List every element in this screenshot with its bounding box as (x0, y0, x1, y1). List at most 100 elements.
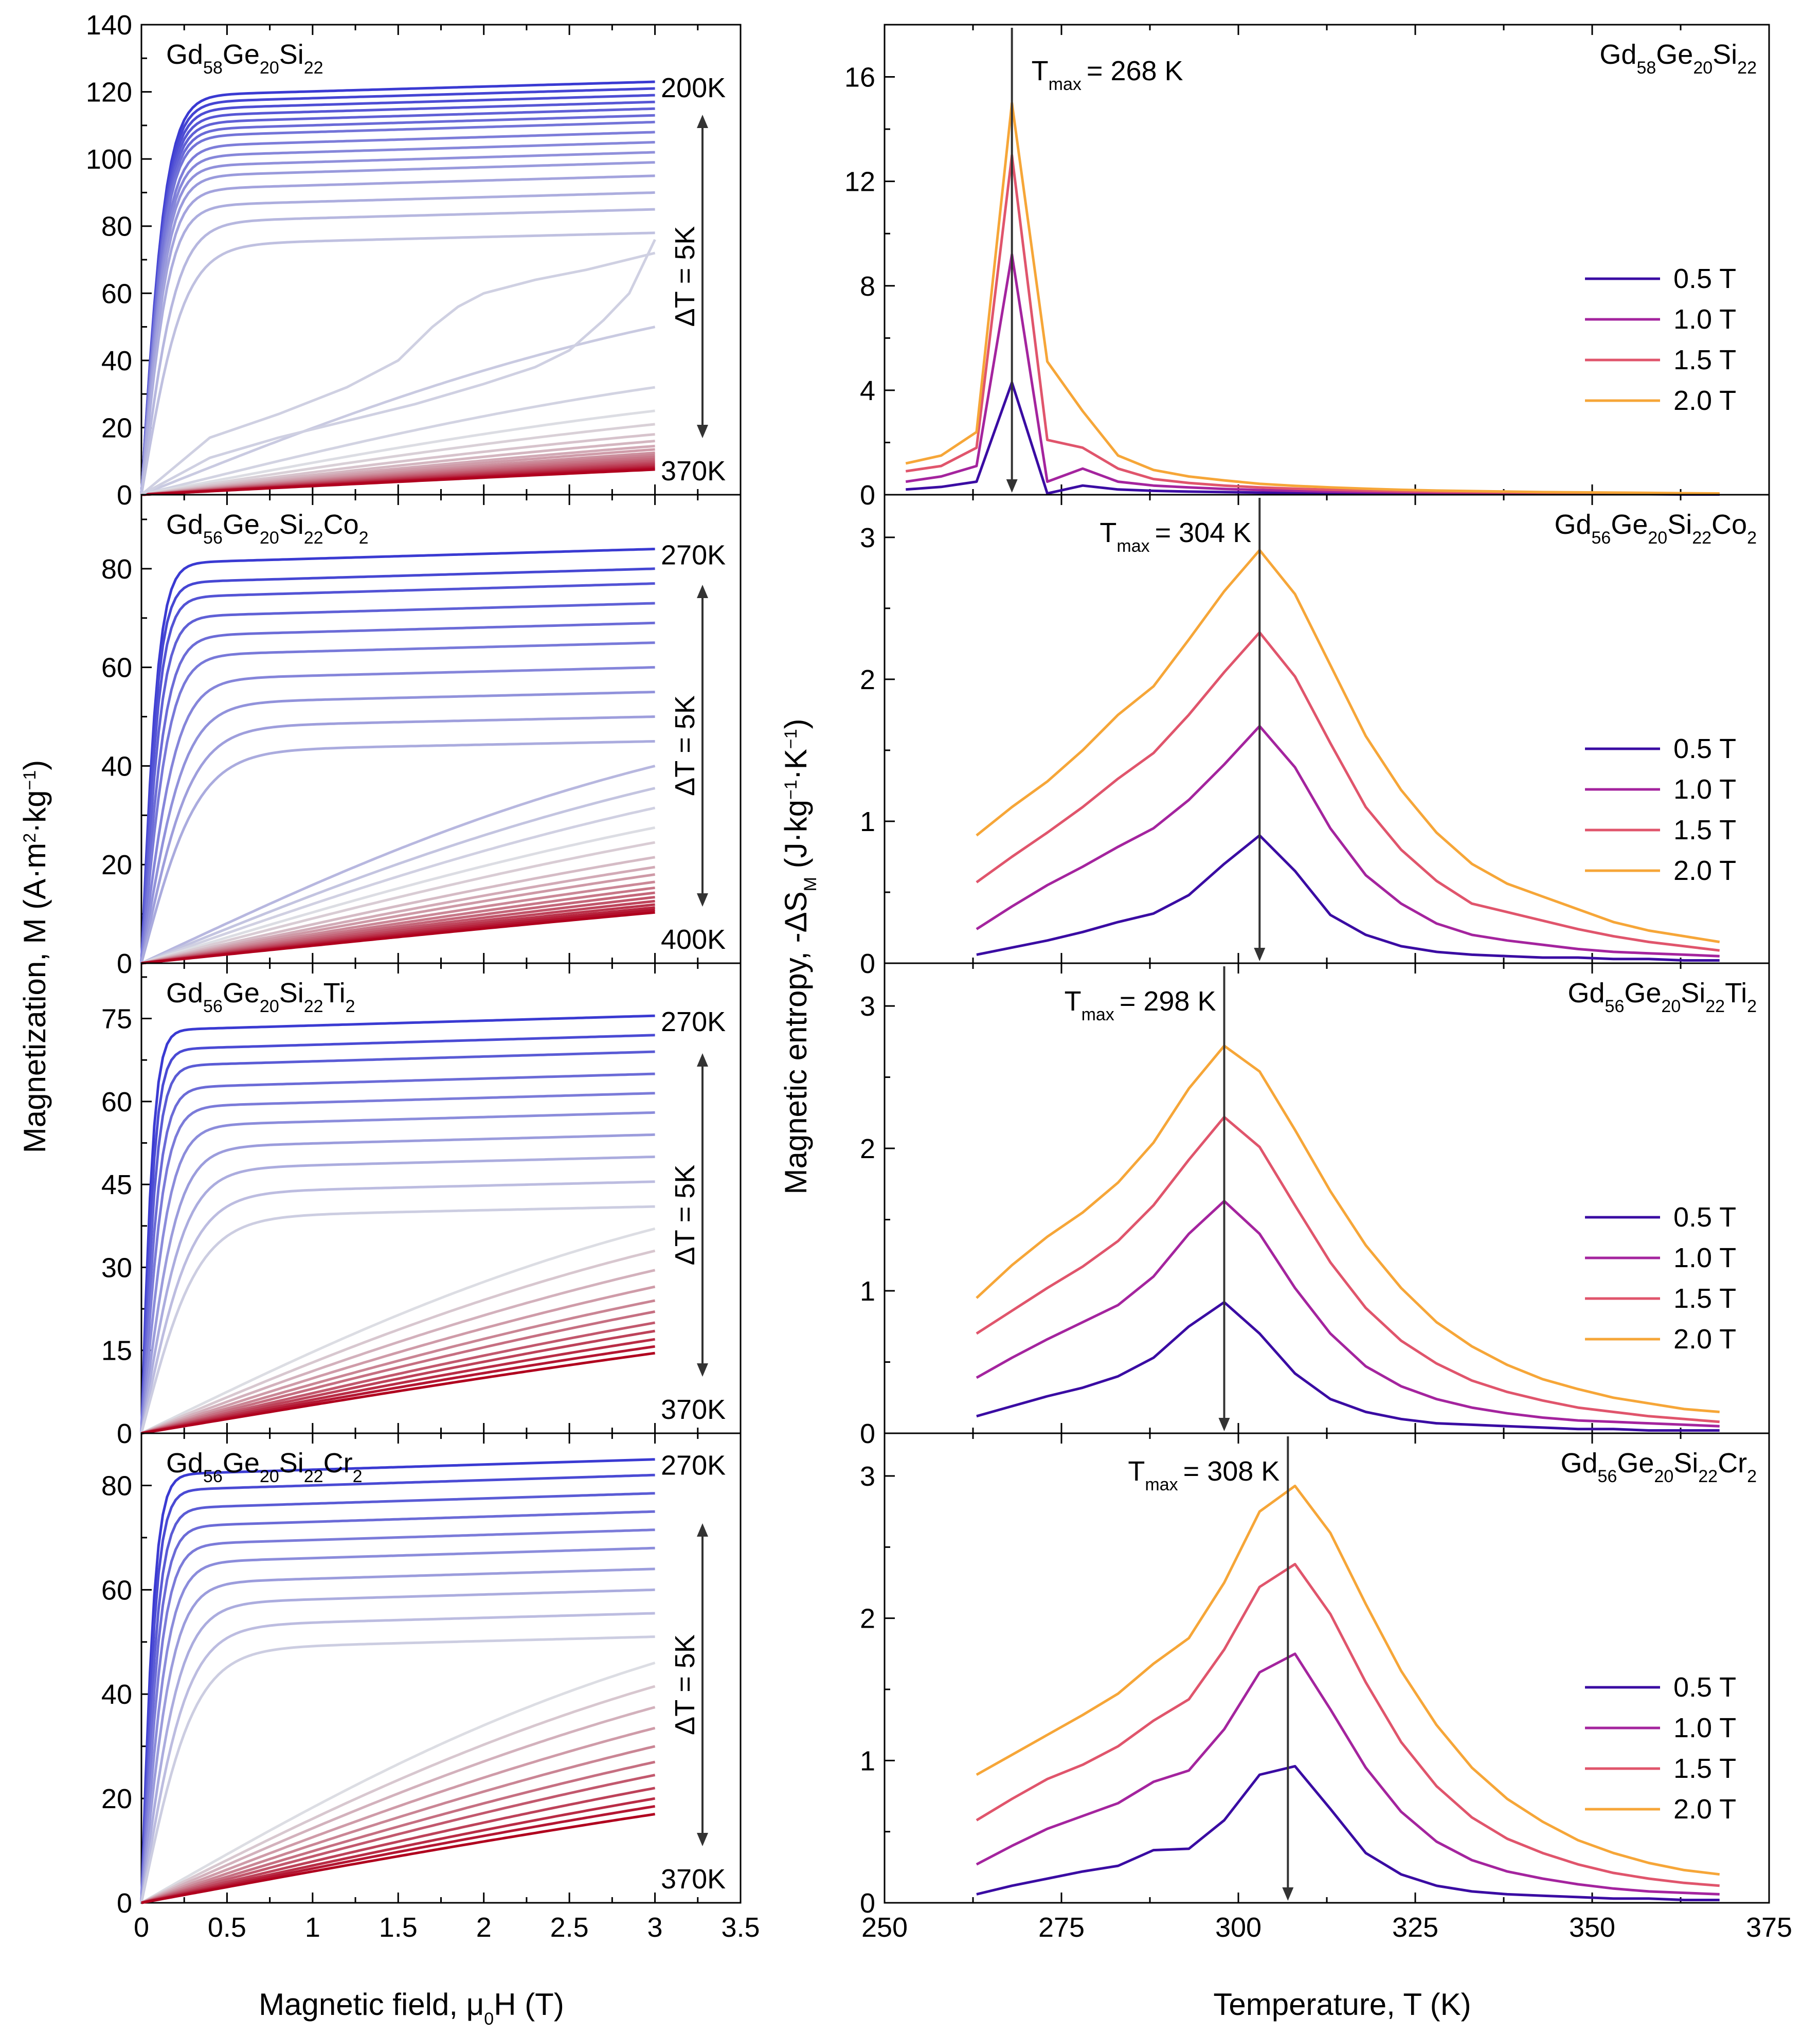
magnetization-curve (140, 1612, 655, 1903)
temp-start-label: 270K (661, 1006, 726, 1037)
temp-start-label: 200K (661, 73, 726, 103)
tmax-arrow (1254, 498, 1266, 961)
left-y-tick-label: 40 (101, 1679, 132, 1710)
delta-t-arrow (697, 1523, 708, 1846)
magnetization-curve (140, 151, 655, 495)
magnetization-curve (140, 1014, 655, 1434)
magnetization-curve (140, 161, 655, 495)
magnetization-curve (141, 1299, 656, 1435)
magnetization-curve (141, 866, 655, 965)
left-x-tick-label: 0.5 (208, 1912, 246, 1943)
tmax-arrow (1282, 1436, 1294, 1901)
magnetization-curve (140, 1685, 656, 1904)
left-x-axis-label: Magnetic field, μ0H (T) (259, 1987, 564, 2029)
delta-t-label: ΔT = 5K (670, 1634, 700, 1735)
magnetization-curve (141, 1321, 656, 1435)
left-y-tick-label: 80 (101, 1470, 132, 1501)
series-line-20T (905, 101, 1720, 495)
legend-entry: 1.0 T (1673, 1242, 1736, 1273)
left-y-tick-label: 20 (101, 412, 132, 443)
magnetization-curve (141, 873, 655, 965)
magnetization-curve (141, 1310, 656, 1435)
left-y-tick-label: 45 (101, 1169, 132, 1200)
magnetization-curve (141, 806, 656, 965)
right-panel-frame-3 (884, 1432, 1770, 1904)
tmax-label: Tmax = 268 K (1032, 56, 1183, 94)
right-y-tick-label: 2 (860, 1133, 875, 1164)
magnetization-panel-3: 0 15 30 45 60 75 Gd56Ge20Si22Ti2 270K 370K ΔT = 5… (101, 962, 742, 1449)
left-x-tick-label: 3.5 (721, 1912, 760, 1943)
left-y-tick-label: 0 (117, 1418, 132, 1449)
left-y-tick-label: 20 (101, 1783, 132, 1814)
legend-entry: 2.0 T (1673, 1324, 1736, 1355)
left-magnetization-panels: 020406080100120140Gd58Ge20Si22200K370KΔT… (86, 10, 760, 1943)
left-y-tick-label: 60 (101, 1087, 132, 1118)
magnetization-curves (140, 1014, 656, 1435)
left-y-tick-label: 120 (86, 77, 132, 108)
delta-t-arrow (697, 585, 708, 907)
magnetization-curve (140, 1072, 655, 1434)
magnetization-curve (141, 826, 656, 965)
series-line-10T (976, 1652, 1720, 1896)
right-y-tick-label: 16 (844, 62, 875, 93)
entropy-series (976, 1484, 1720, 1901)
series-line-05T (976, 1764, 1720, 1901)
right-y-tick-label: 0 (860, 1418, 875, 1449)
magnetization-panel-4: 0 0.5 1 1.5 2 2.5 3 3.5 0 20 40 60 80 Gd56Ge20Si22Cr2… (101, 1432, 760, 1943)
left-y-tick-label: 20 (101, 850, 132, 880)
magnetization-curve (140, 1492, 655, 1903)
right-y-tick-label: 1 (860, 806, 875, 837)
right-x-tick-label: 300 (1215, 1912, 1262, 1943)
right-y-tick-label: 0 (860, 480, 875, 511)
left-y-tick-label: 60 (101, 1575, 132, 1606)
right-panel-frame-1 (884, 494, 1770, 964)
left-y-tick-label: 30 (101, 1252, 132, 1283)
magnetization-curve (141, 409, 655, 496)
tmax-label: Tmax = 308 K (1128, 1456, 1280, 1494)
left-y-tick-label: 80 (101, 211, 132, 242)
magnetization-curve (140, 691, 655, 964)
left-panel-title: Gd56Ge20Si22Co2 (166, 509, 369, 548)
tmax-label: Tmax = 298 K (1065, 986, 1216, 1024)
legend-entry: 2.0 T (1673, 1794, 1736, 1825)
magnetization-curve (140, 764, 656, 965)
legend: 0.5 T 1.0 T 1.5 T 2.0 T (1585, 263, 1736, 416)
magnetization-curve (140, 1706, 656, 1904)
magnetization-curve (141, 1249, 656, 1435)
magnetization-curve (141, 841, 656, 965)
legend-entry: 0.5 T (1673, 733, 1736, 764)
temp-end-label: 370K (661, 456, 726, 487)
magnetization-curves (140, 548, 656, 965)
left-x-tick-label: 1.5 (379, 1912, 418, 1943)
magnetization-curve (141, 1726, 656, 1904)
left-panel-title: Gd56Ge20Si22Cr2 (166, 1448, 363, 1486)
magnetization-curve (140, 120, 655, 495)
magnetization-curve (141, 433, 655, 496)
legend-entry: 1.0 T (1673, 304, 1736, 335)
series-line-20T (976, 549, 1720, 944)
legend-entry: 1.5 T (1673, 345, 1736, 375)
magnetization-panel-1: 0 20 40 60 80 100 120 140 Gd58Ge20Si22 200K 370K ΔT… (86, 10, 742, 511)
right-y-tick-label: 3 (860, 522, 875, 553)
magnetization-curve (140, 1155, 655, 1434)
magnetization-curve (141, 1285, 656, 1435)
right-panel-title: Gd56Ge20Si22Ti2 (1568, 978, 1757, 1016)
temp-end-label: 370K (661, 1394, 726, 1425)
magnetization-curve (140, 567, 655, 964)
series-line-10T (976, 1200, 1720, 1428)
magnetization-curve (140, 1662, 656, 1904)
magnetization-curves (140, 1458, 656, 1904)
magnetization-curve (141, 787, 656, 965)
right-y-tick-label: 0 (860, 1888, 875, 1919)
magnetization-curve (141, 1805, 656, 1904)
series-line-15T (905, 154, 1720, 495)
left-x-tick-label: 1 (305, 1912, 320, 1943)
magnetization-curve (140, 1588, 655, 1903)
left-y-tick-label: 75 (101, 1004, 132, 1035)
tmax-arrow (1218, 966, 1230, 1431)
magnetization-curve (141, 423, 655, 496)
right-panel-frame-2 (884, 962, 1770, 1434)
magnetization-curve (140, 1034, 655, 1434)
right-x-tick-label: 325 (1392, 1912, 1438, 1943)
left-y-tick-label: 15 (101, 1336, 132, 1366)
